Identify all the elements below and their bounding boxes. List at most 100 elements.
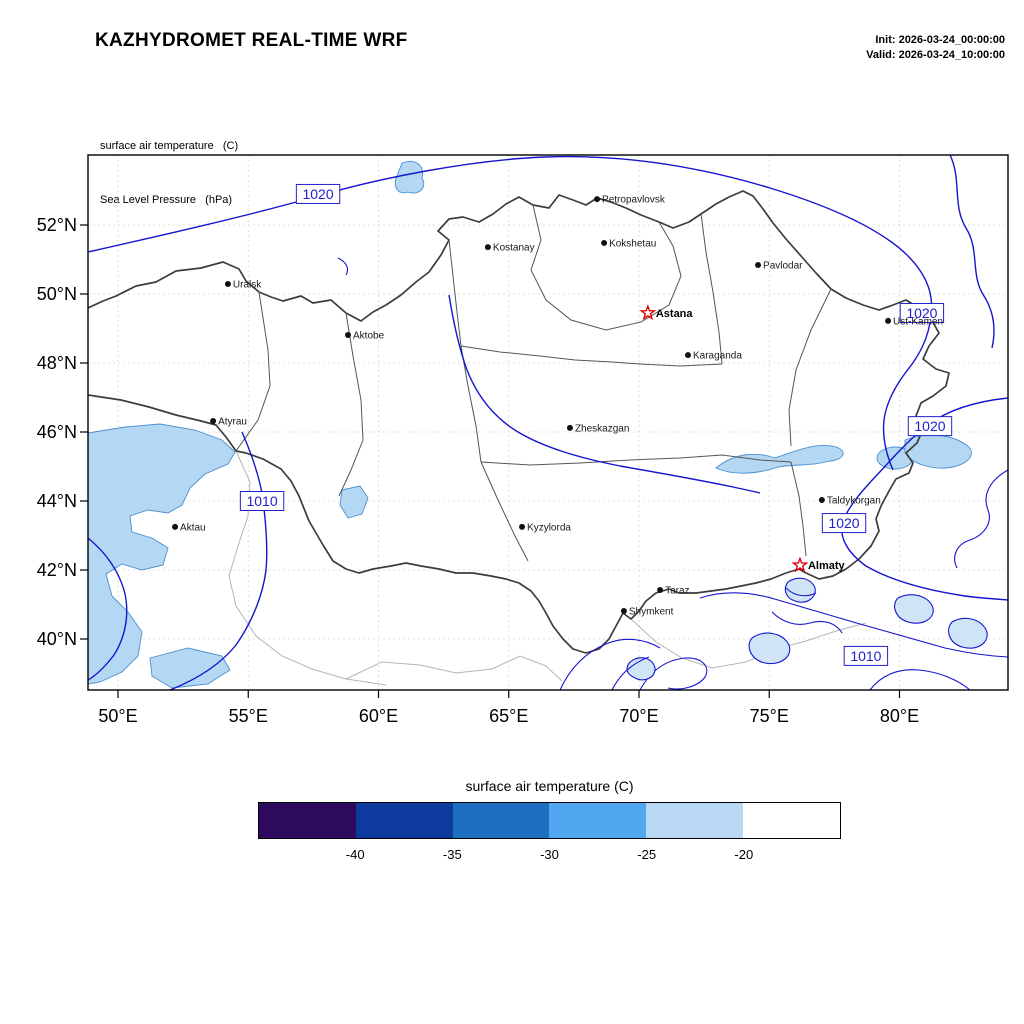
city-label: Aktau [180,522,206,533]
contour-label-box [295,183,341,204]
plot-title: KAZHYDROMET REAL-TIME WRF [95,30,408,51]
y-axis-tick-label: 42°N [37,560,77,580]
city-label: Pavlodar [763,261,803,272]
contour-label-box [907,416,953,437]
city-label: Petropavlovsk [602,195,666,206]
contour-label-text: 1010 [850,648,881,664]
pressure-field-label: Sea Level Pressure (hPa) [100,194,233,206]
terrain-contour [771,611,843,634]
isobar-1010 [169,431,268,690]
x-axis-tick-label: 55°E [229,706,268,726]
city-label: Almaty [808,560,846,572]
x-axis-tick-label: 65°E [489,706,528,726]
small-lake-north [394,160,425,194]
colorbar-segment [743,803,840,838]
city-label: Kokshetau [609,238,656,249]
terrain-contour [559,638,661,690]
run-timestamps: Init: 2026-03-24_00:00:00 Valid: 2026-03… [866,33,1005,63]
y-axis-tick-label: 44°N [37,491,77,511]
lake-zaysan [904,434,972,469]
colorbar-tick-label: -30 [540,847,559,862]
city-label: Atyrau [218,416,247,427]
city-dot-icon [601,239,608,246]
city-star-icon [791,556,809,573]
city-dot-icon [620,608,627,615]
terrain-contour [869,669,971,690]
pressure-contour-labels: 1020 1020 1020 1010 1020 1010 [239,183,953,666]
kazakhstan-border [88,190,950,654]
x-axis-tick-label: 80°E [880,706,919,726]
oblast-border [480,461,529,562]
city-dot-icon [885,317,892,324]
city-label: Zheskazgan [575,423,629,434]
field-labels: surface air temperature (C) Sea Level Pr… [100,101,238,245]
y-axis-tick-label: 50°N [37,284,77,304]
city-label: Uralsk [233,279,262,290]
city-dot-icon [566,424,573,431]
colorbar-segment [259,803,356,838]
colorbar-segment [355,803,453,838]
city-label: Shymkent [629,607,674,618]
y-axis-tick-label: 40°N [37,629,77,649]
neighbor-border [228,450,387,686]
caspian-sea-south [149,647,231,689]
contour-label-box [821,513,867,534]
contour-label-box [843,645,889,666]
aral-sea-remnant [339,485,369,519]
contour-label-box [899,302,945,323]
oblast-border [338,312,364,497]
city-label: Taldykorgan [827,495,881,506]
oblast-border [530,204,682,331]
city-dot-icon [172,523,179,530]
terrain-contour-cell [894,594,934,624]
oblast-border [235,291,271,452]
contour-label-text: 1010 [246,493,277,509]
city-dot-icon [224,280,231,287]
city-dot-icon [519,523,526,530]
terrain-contour [954,469,1008,569]
city-dot-icon [594,196,601,203]
city-label: Kostanay [493,243,535,254]
terrain-contour [699,592,1008,658]
city-dot-icon [345,332,352,339]
city-dot-icon [684,352,691,359]
city-label: Kyzylorda [527,522,571,533]
lake-balkhash [715,445,844,474]
terrain-contour-cell [748,632,791,665]
map-canvas: 1020 1020 1020 1010 1020 1010 Petropavlovsk Ko… [37,154,1009,726]
city-markers: Petropavlovsk Kostanay Kokshetau Pavlodar Ur… [172,195,943,618]
colorbar-tick-label: -35 [442,847,462,862]
terrain-contour [785,587,817,597]
oblast-border [700,213,723,365]
city-dot-icon [818,496,825,503]
oblast-border [448,239,482,463]
x-axis-tick-label: 70°E [619,706,658,726]
colorbar-tick-label: -40 [345,847,365,862]
pressure-contour-lines [88,155,1008,690]
oblast-border [480,454,792,466]
caspian-sea [88,423,236,685]
oblast-border [611,361,723,367]
oblast-border [460,345,613,363]
city-label: Karaganda [693,351,742,362]
terrain-contour-cell [948,617,988,649]
temperature-field-label: surface air temperature (C) [100,140,239,152]
city-dot-icon [657,587,664,594]
city-dot-icon [210,417,217,424]
city-label: Aktobe [353,331,385,342]
country-outline [88,190,950,654]
city-label: Astana [656,308,694,320]
contour-label-box [239,491,285,511]
oblast-borders [235,204,832,562]
city-label: Taraz [665,586,689,597]
y-axis-tick-label: 52°N [37,215,77,235]
init-time-label: Init: 2026-03-24_00:00:00 [875,34,1005,46]
terrain-contour-cell [784,577,816,603]
isobar [448,294,761,494]
terrain-contour [639,657,708,690]
colorbar-tick-label: -25 [637,847,657,862]
isobar [337,257,349,276]
axes: 50°E 55°E 60°E 65°E 70°E 75°E 80°E 52°N 50°N 48°N… [37,215,919,726]
x-axis-tick-label: 50°E [98,706,137,726]
map-frame [87,154,1009,691]
